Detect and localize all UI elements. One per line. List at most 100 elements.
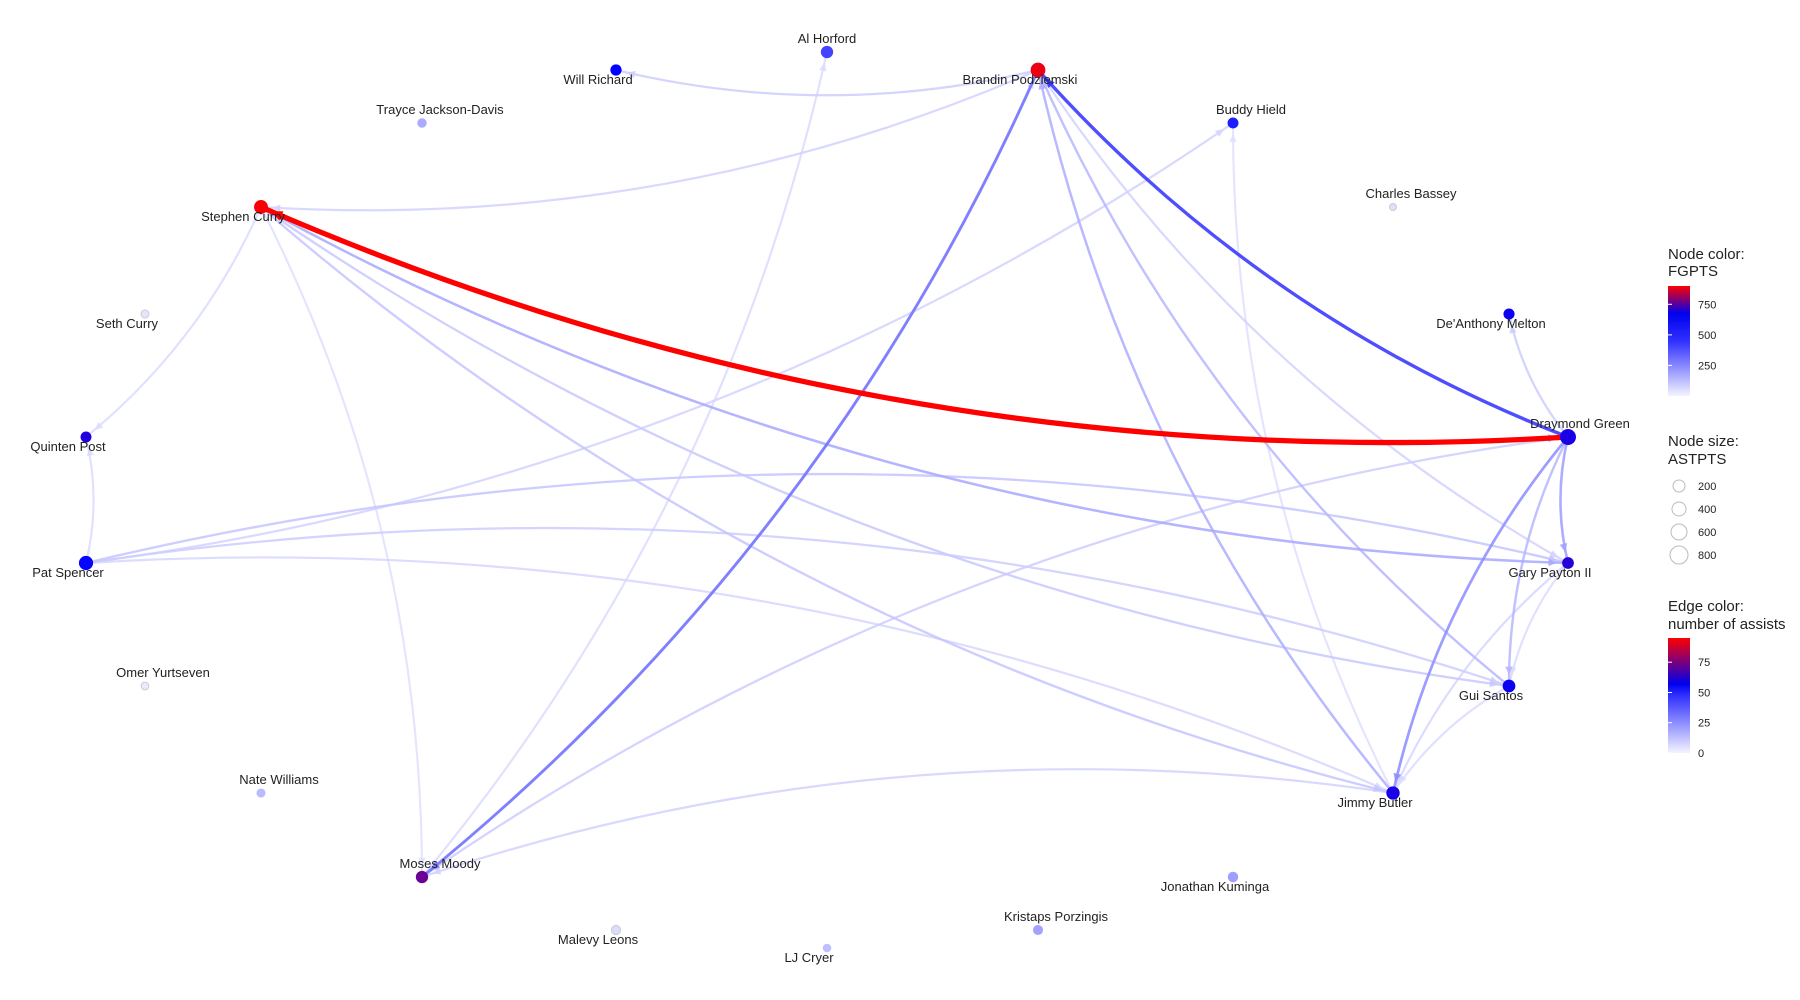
legend-edge-color-title: Edge color: — [1668, 598, 1744, 615]
legend-tick-label: 0 — [1698, 748, 1704, 760]
edge — [1231, 122, 1394, 794]
edge-arrowhead — [94, 422, 104, 430]
legend-size-circle — [1670, 523, 1688, 541]
legend-size-tick: 400 — [1698, 504, 1716, 516]
node — [610, 924, 622, 936]
legend-tick-label: 50 — [1698, 688, 1710, 700]
legend-edge-color-subtitle: number of assists — [1668, 616, 1786, 633]
edge — [260, 68, 1039, 212]
node-label: Omer Yurtseven — [116, 665, 210, 680]
node-label: Jonathan Kuminga — [1161, 879, 1270, 894]
edge — [1391, 436, 1570, 794]
edge — [85, 556, 1394, 795]
node-label: Gui Santos — [1459, 688, 1524, 703]
legend-node-color-title: Node color: — [1668, 246, 1745, 263]
node-label: Moses Moody — [400, 856, 481, 871]
edge-arrowhead — [1045, 78, 1055, 88]
node-label: Jimmy Butler — [1337, 795, 1413, 810]
node — [140, 681, 150, 691]
edge — [421, 51, 829, 878]
edge-arrowhead — [1549, 550, 1559, 558]
legend-node-color-bar — [1668, 286, 1690, 396]
labels-layer: Al Horford Will Richard Brandin Podziemski… — [30, 31, 1629, 965]
node — [254, 200, 268, 214]
legend-tick-label: 25 — [1698, 718, 1710, 730]
legend-size-circle — [1672, 479, 1686, 493]
legend-tick-label: 250 — [1698, 360, 1716, 372]
legend-tick-label: 750 — [1698, 299, 1716, 311]
edge — [1391, 562, 1569, 794]
node — [1227, 117, 1239, 129]
edge — [615, 68, 1039, 97]
edge — [260, 205, 1569, 565]
node-label: Malevy Leons — [558, 932, 639, 947]
node-label: Draymond Green — [1530, 416, 1630, 431]
edge-arrowhead — [1548, 558, 1557, 567]
node — [1388, 202, 1398, 212]
node — [610, 64, 622, 76]
node-label: LJ Cryer — [784, 950, 834, 965]
edge-arrowhead — [430, 861, 440, 871]
legend-size-tick: 600 — [1698, 527, 1716, 539]
edge — [1037, 69, 1569, 564]
node-label: Stephen Curry — [201, 209, 285, 224]
edge-arrowhead — [86, 447, 94, 457]
legend-size-tick: 200 — [1698, 481, 1716, 493]
node — [1032, 924, 1044, 936]
legend-edge-color: Edge color: number of assists 75 50 25 0 — [1668, 598, 1786, 760]
edge — [85, 206, 262, 438]
edge — [1507, 436, 1570, 687]
edge — [1036, 69, 1510, 687]
edge — [421, 69, 1040, 879]
edge-arrowhead — [1038, 80, 1046, 90]
edge-arrowhead — [272, 204, 281, 212]
edge — [1036, 69, 1394, 794]
node-label: Al Horford — [798, 31, 857, 46]
legend-node-color: Node color: FGPTS 750 500 250 — [1668, 246, 1745, 396]
node-label: Brandin Podziemski — [963, 72, 1078, 87]
legend-node-color-subtitle: FGPTS — [1668, 263, 1718, 280]
edge-arrowhead — [1393, 772, 1402, 783]
node — [417, 118, 427, 128]
edge-arrowhead — [418, 857, 426, 866]
node-label: Nate Williams — [239, 772, 319, 787]
node — [1227, 871, 1239, 883]
edge — [260, 205, 1569, 444]
node — [1030, 62, 1046, 78]
edge-arrowhead — [1373, 784, 1383, 792]
node — [415, 870, 429, 884]
legend-node-size-subtitle: ASTPTS — [1668, 451, 1726, 468]
node-label: Gary Payton II — [1508, 565, 1591, 580]
edge-arrowhead — [1229, 134, 1237, 143]
edge — [85, 472, 1569, 565]
node — [80, 431, 92, 443]
node-label: De'Anthony Melton — [1436, 316, 1545, 331]
edge-arrowhead — [819, 62, 827, 72]
edge — [85, 526, 1510, 688]
legend-size-tick: 800 — [1698, 550, 1716, 562]
node-label: Seth Curry — [96, 316, 159, 331]
node — [1502, 679, 1516, 693]
legend-node-size-title: Node size: — [1668, 433, 1739, 450]
edge-arrowhead — [271, 211, 284, 221]
node-label: Trayce Jackson-Davis — [376, 102, 504, 117]
edge-arrowhead — [1509, 324, 1517, 334]
node-label: Quinten Post — [30, 439, 106, 454]
legend-size-circle — [1669, 545, 1689, 565]
legend-size-circle — [1671, 501, 1687, 517]
edge-arrowhead — [1559, 543, 1568, 553]
edge-arrowhead — [1215, 129, 1224, 137]
node — [1560, 429, 1576, 445]
edge-arrowhead — [1489, 679, 1499, 688]
node — [1562, 557, 1574, 569]
node-label: Charles Bassey — [1365, 186, 1457, 201]
node — [822, 943, 832, 953]
edge — [259, 204, 1569, 446]
node — [1386, 786, 1400, 800]
legend-node-size: Node size: ASTPTS 200 400 600 800 — [1668, 433, 1739, 565]
node — [140, 309, 150, 319]
edge — [260, 206, 1510, 688]
node — [820, 45, 834, 59]
edge — [421, 768, 1394, 879]
node-label: Pat Spencer — [32, 565, 104, 580]
